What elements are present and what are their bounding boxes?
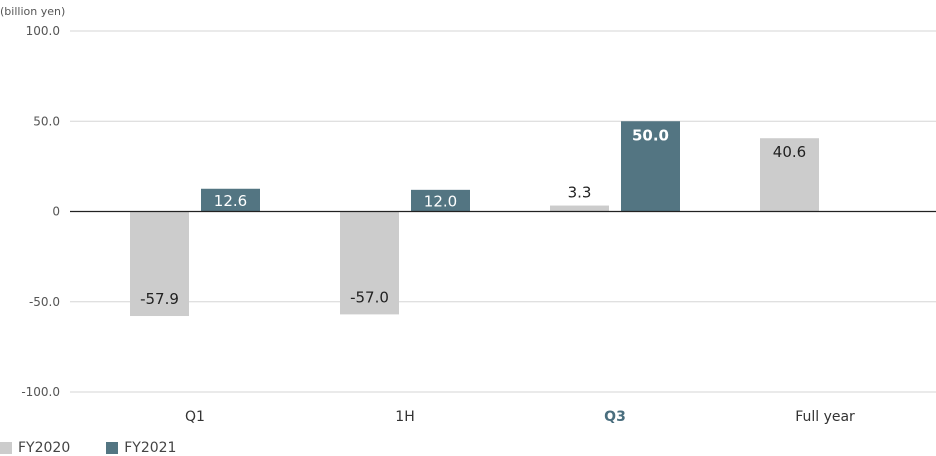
bar-value-label: -57.9	[140, 290, 179, 308]
x-category-label: Full year	[795, 409, 855, 425]
bar-data-labels: -57.9 12.6 -57.0 12.0 3.3 50.0 40.6	[140, 126, 806, 308]
bar-value-label: 3.3	[568, 184, 592, 202]
bar-value-label: 12.0	[424, 193, 457, 211]
bar-fy2020-q3	[550, 205, 609, 212]
legend: FY2020 FY2021	[0, 440, 176, 456]
bars	[130, 121, 819, 317]
bar-fy2021-q1	[201, 188, 260, 212]
bar-fy2021-1h	[411, 189, 470, 212]
legend-label-fy2020: FY2020	[18, 440, 71, 456]
bar-fy2021-q3	[621, 121, 680, 212]
bar-value-label: 40.6	[773, 143, 806, 161]
x-axis-categories: Q1 1H Q3 Full year	[185, 409, 855, 425]
y-tick-label: -100.0	[21, 385, 60, 399]
bar-fy2020-1h	[340, 211, 399, 315]
legend-swatch-fy2020	[0, 442, 12, 454]
legend-swatch-fy2021	[106, 442, 119, 454]
x-category-label: Q3	[604, 409, 626, 425]
y-tick-label: 50.0	[33, 114, 60, 128]
bar-chart: (billion yen) 100.0 50.0 0 -50.0 -100.0 -57.…	[0, 5, 936, 425]
legend-label-fy2021: FY2021	[124, 440, 177, 456]
bar-fy2020-full-year	[760, 138, 819, 212]
x-category-label: 1H	[395, 409, 414, 425]
y-axis-ticks: 100.0 50.0 0 -50.0 -100.0	[21, 24, 60, 399]
y-tick-label: 0	[52, 205, 60, 219]
bar-value-label: -57.0	[350, 288, 389, 306]
legend-item-fy2021: FY2021	[106, 440, 176, 456]
y-axis-unit-label: (billion yen)	[0, 5, 65, 18]
y-tick-label: 100.0	[26, 24, 60, 38]
x-category-label: Q1	[185, 409, 205, 425]
legend-item-fy2020: FY2020	[0, 440, 70, 456]
y-tick-label: -50.0	[29, 295, 60, 309]
bar-fy2020-q1	[130, 211, 189, 317]
gridlines	[70, 30, 936, 393]
bar-value-label: 12.6	[214, 192, 247, 210]
bar-value-label: 50.0	[632, 126, 669, 144]
